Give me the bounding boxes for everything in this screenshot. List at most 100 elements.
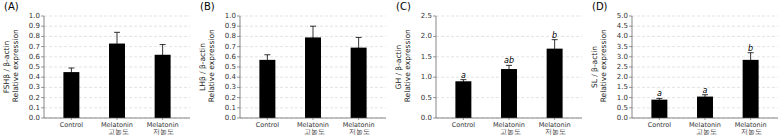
category-label: Control (60, 121, 84, 129)
tick-mark (629, 56, 632, 57)
tick-mark (629, 87, 632, 88)
tick-mark (237, 107, 240, 108)
tick-label: 0.6 (225, 53, 237, 61)
grid-line (436, 36, 582, 37)
tick-mark (237, 97, 240, 98)
tick-mark (629, 118, 632, 119)
tick-label: 2.5 (617, 63, 628, 71)
tick-label: 0.1 (29, 104, 40, 112)
bar (697, 97, 713, 118)
tick-label: 0.7 (225, 43, 236, 51)
tick-label: 0.8 (225, 32, 236, 40)
y-axis-label: GH / β-actin Relative expression (394, 29, 412, 105)
category-label: Melatonin 고농도 (297, 121, 329, 136)
bar (651, 100, 667, 118)
tick-mark (237, 46, 240, 47)
tick-mark (237, 56, 240, 57)
tick-mark (41, 46, 44, 47)
significance-label: a (703, 86, 708, 95)
bar (743, 60, 759, 118)
tick-mark (237, 26, 240, 27)
tick-mark (629, 97, 632, 98)
tick-mark (237, 67, 240, 68)
significance-label: a (461, 71, 466, 80)
tick-label: 3.5 (617, 43, 628, 51)
category-label: Melatonin 저농도 (343, 121, 375, 136)
error-bar (310, 26, 316, 48)
category-label: Melatonin 고농도 (493, 121, 525, 136)
grid-line (44, 26, 190, 27)
bar (547, 49, 563, 118)
tick-label: 0.1 (225, 104, 236, 112)
tick-label: 2.0 (617, 73, 628, 81)
tick-label: 3.0 (617, 53, 628, 61)
tick-mark (41, 26, 44, 27)
tick-mark (629, 46, 632, 47)
error-bar (656, 98, 662, 100)
tick-mark (629, 77, 632, 78)
tick-mark (659, 118, 660, 120)
tick-mark (358, 118, 359, 120)
tick-label: 0.8 (29, 32, 40, 40)
y-axis (44, 16, 45, 118)
significance-label: b (552, 31, 557, 40)
tick-label: 1.5 (421, 53, 432, 61)
tick-mark (267, 118, 268, 120)
tick-mark (41, 77, 44, 78)
plot-area (63, 32, 170, 118)
tick-mark (41, 36, 44, 37)
grid-line (632, 46, 778, 47)
significance-label: a (657, 89, 662, 98)
grid-line (632, 36, 778, 37)
plot-area (259, 26, 366, 118)
category-label: Control (452, 121, 476, 129)
tick-mark (433, 97, 436, 98)
tick-mark (162, 118, 163, 120)
tick-mark (237, 36, 240, 37)
tick-mark (237, 87, 240, 88)
tick-label: 5.0 (617, 12, 628, 20)
tick-mark (433, 77, 436, 78)
tick-mark (463, 118, 464, 120)
bar (63, 72, 79, 118)
grid-line (436, 16, 582, 17)
tick-label: 0.5 (421, 94, 432, 102)
tick-mark (117, 118, 118, 120)
error-bar (460, 80, 466, 83)
tick-mark (41, 87, 44, 88)
error-bar (702, 95, 708, 99)
category-label: Melatonin 저농도 (539, 121, 571, 136)
tick-mark (313, 118, 314, 120)
tick-mark (629, 67, 632, 68)
tick-mark (237, 16, 240, 17)
tick-mark (237, 77, 240, 78)
panel: 0.00.51.01.52.02.5aabbControlMelatonin 고… (394, 1, 582, 136)
tick-mark (433, 118, 436, 119)
tick-mark (41, 16, 44, 17)
tick-label: 0.9 (29, 22, 40, 30)
tick-mark (433, 16, 436, 17)
tick-mark (629, 16, 632, 17)
panel: 0.00.10.20.30.40.50.60.70.80.91.0Control… (2, 1, 190, 136)
tick-label: 0.0 (421, 114, 432, 122)
grid-line (632, 56, 778, 57)
grid-line (240, 16, 386, 17)
tick-label: 0.0 (617, 114, 628, 122)
bar (501, 69, 517, 118)
y-axis (632, 16, 633, 118)
tick-mark (554, 118, 555, 120)
panel-label: (D) (592, 1, 608, 12)
tick-label: 0.0 (225, 114, 236, 122)
tick-label: 1.0 (421, 73, 432, 81)
tick-label: 2.0 (421, 32, 432, 40)
error-bar (68, 68, 74, 76)
tick-label: 4.5 (617, 22, 628, 30)
tick-mark (705, 118, 706, 120)
error-bar (356, 37, 362, 57)
tick-mark (433, 36, 436, 37)
significance-label: ab (504, 56, 514, 65)
y-axis (240, 16, 241, 118)
tick-label: 0.5 (29, 63, 40, 71)
tick-mark (750, 118, 751, 120)
tick-label: 0.3 (225, 83, 236, 91)
